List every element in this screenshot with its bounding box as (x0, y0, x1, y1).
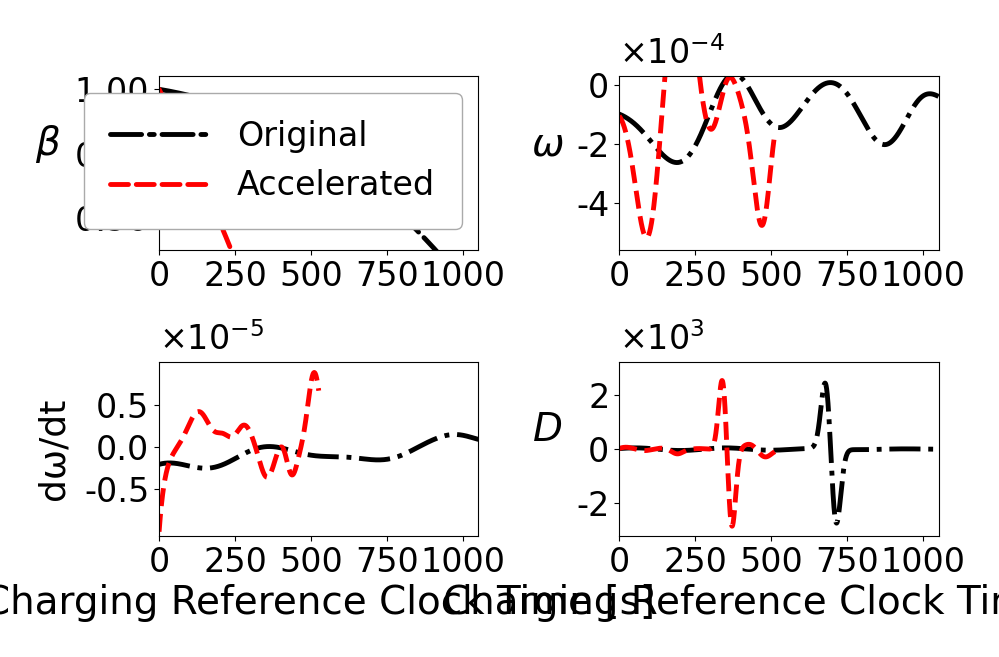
Y-axis label: ω: ω (532, 125, 564, 164)
Line: Original: Original (159, 89, 479, 302)
Accelerated (290, 424, 302, 432)
Accelerated (209, 206, 221, 214)
Accelerated (276, 382, 288, 390)
Original (190, 93, 202, 101)
Y-axis label: β: β (35, 125, 60, 164)
Original (153, 85, 165, 93)
Text: $\times10^{-4}$: $\times10^{-4}$ (619, 36, 725, 71)
X-axis label: Charging Reference Clock Time [s]: Charging Reference Clock Time [s] (443, 584, 999, 622)
Legend: Original, Accelerated: Original, Accelerated (84, 93, 462, 229)
Original (432, 248, 444, 256)
Original (467, 290, 479, 298)
Original (290, 133, 302, 141)
Original (473, 298, 485, 306)
Text: $\times10^{3}$: $\times10^{3}$ (619, 323, 704, 357)
Text: $\times10^{-5}$: $\times10^{-5}$ (159, 323, 264, 357)
Original (209, 99, 221, 106)
Y-axis label: dω/dt: dω/dt (36, 398, 70, 501)
Accelerated (190, 162, 202, 170)
Accelerated (153, 85, 165, 93)
X-axis label: Charging Reference Clock Time [s]: Charging Reference Clock Time [s] (0, 584, 655, 622)
Line: Accelerated: Accelerated (159, 89, 314, 488)
Original (276, 125, 288, 133)
Y-axis label: D: D (533, 411, 563, 449)
